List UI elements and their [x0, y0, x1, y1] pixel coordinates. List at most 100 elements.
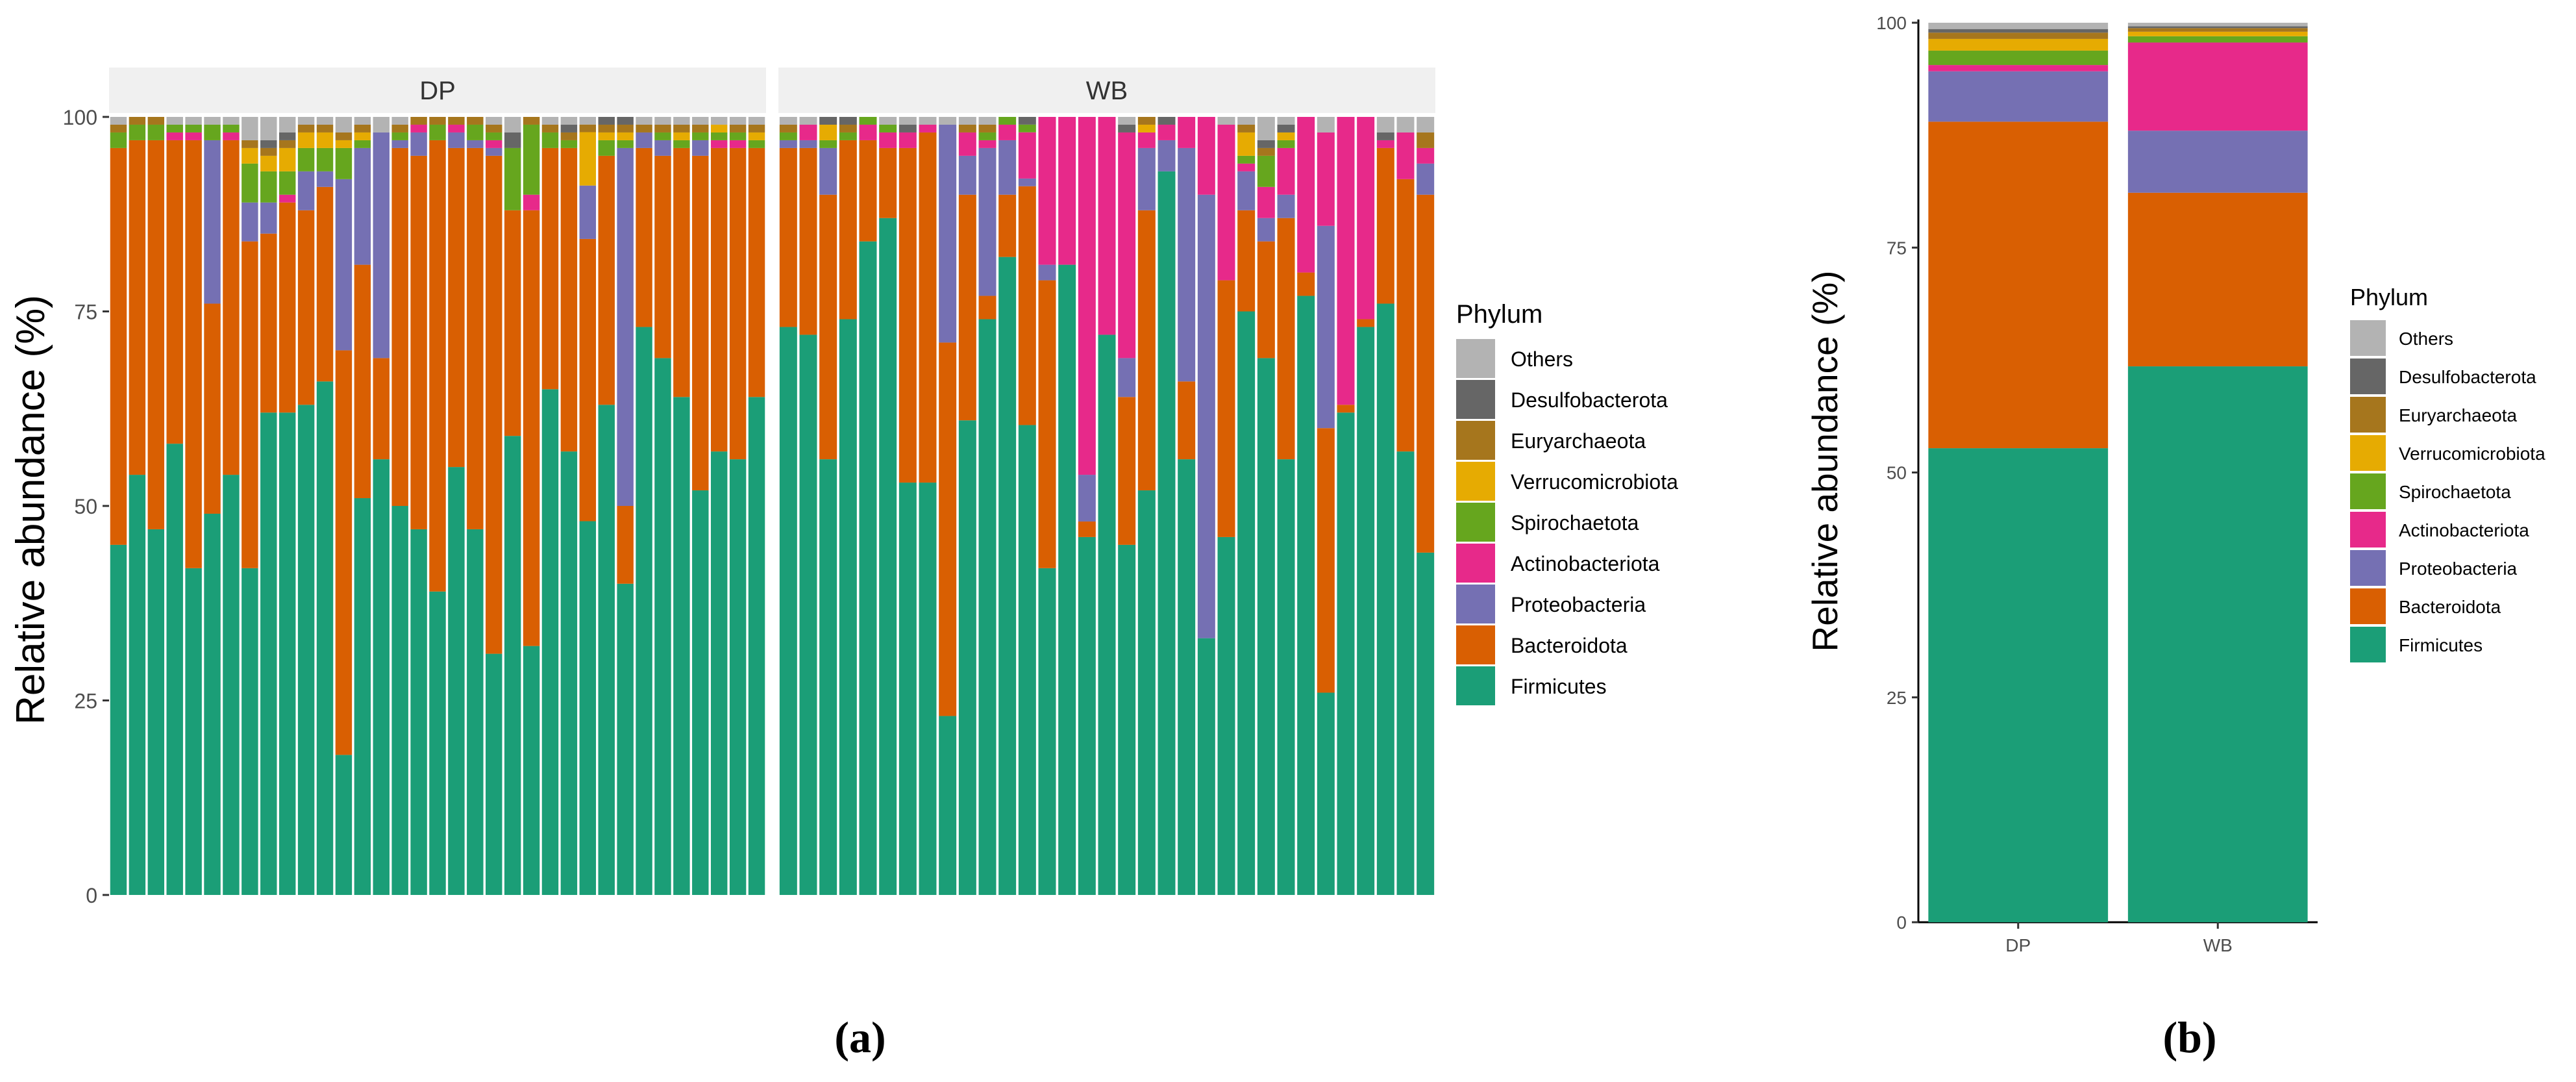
bar-segment-wb-11-actinobacteriota	[978, 140, 997, 148]
panel-a-ytick-label: 25	[74, 690, 97, 713]
bar-segment-dp-34-euryarchaeota	[729, 124, 747, 132]
bar-segment-wb-30-actinobacteriota	[1357, 117, 1375, 320]
bar-segment-wb-7-firmicutes	[898, 483, 917, 895]
bar-segment-wb-26-others	[1277, 117, 1295, 125]
bar-segment-wb-4-bacteroidota	[839, 140, 857, 320]
bar-segment-dp-12-proteobacteria	[316, 171, 334, 187]
bar-segment-wb-2-actinobacteriota	[799, 124, 817, 140]
bar-segment-wb-25-firmicutes	[1257, 358, 1275, 895]
bar-segment-dp-23-euryarchaeota	[523, 117, 540, 125]
bar-segment-dp-31-verrucomicrobiota	[673, 132, 690, 140]
bar-segment-wb-4-euryarchaeota	[839, 124, 857, 132]
bar-segment-dp-30-others	[654, 117, 671, 125]
bar-segment-dp-3-spirochaetota	[147, 124, 165, 140]
bar-segment-wb-24-spirochaetota	[1237, 155, 1256, 164]
bar-segment-dp-14-proteobacteria	[354, 147, 371, 265]
bar-segment-wb-29-actinobacteriota	[1337, 117, 1355, 405]
bar-segment-wb-bacteroidota	[2127, 192, 2308, 367]
bar-segment-dp-26-firmicutes	[579, 521, 597, 895]
bar-segment-wb-3-spirochaetota	[819, 140, 837, 148]
legend-key-spirochaetota	[2350, 473, 2386, 509]
bar-segment-wb-11-others	[978, 117, 997, 125]
bar-segment-dp-6-spirochaetota	[204, 124, 221, 140]
bar-segment-wb-20-actinobacteriota	[1158, 124, 1176, 140]
legend-label-proteobacteria: Proteobacteria	[2399, 559, 2518, 579]
bar-segment-dp-11-verrucomicrobiota	[297, 132, 315, 148]
bar-segment-dp-10-actinobacteriota	[279, 194, 296, 203]
bar-segment-wb-verrucomicrobiota	[2127, 31, 2308, 36]
bar-segment-dp-15-proteobacteria	[373, 132, 390, 359]
bar-segment-wb-27-bacteroidota	[1297, 272, 1315, 296]
bar-segment-dp-9-firmicutes	[260, 412, 277, 895]
facet-dp-bars	[110, 117, 765, 896]
bar-segment-dp-2-euryarchaeota	[129, 117, 146, 125]
bar-segment-wb-12-bacteroidota	[998, 194, 1017, 257]
bar-segment-wb-14-bacteroidota	[1038, 280, 1056, 568]
bar-segment-dp-4-actinobacteriota	[166, 132, 183, 140]
bar-segment-dp-14-others	[354, 117, 371, 125]
bar-segment-dp-3-bacteroidota	[147, 140, 165, 529]
legend-key-spirochaetota	[1456, 503, 1495, 542]
bar-segment-dp-35-others	[748, 117, 765, 125]
bar-segment-wb-24-bacteroidota	[1237, 210, 1256, 312]
bar-segment-dp-euryarchaeota	[1928, 32, 2109, 39]
panel-b-chart: Relative abundance (%) 0 25 50 75 100 DP WB P…	[1805, 13, 2545, 1062]
bar-segment-dp-27-verrucomicrobiota	[598, 132, 615, 140]
bar-segment-dp-27-euryarchaeota	[598, 124, 615, 132]
panel-a-caption: (a)	[834, 1013, 886, 1062]
bar-segment-wb-28-bacteroidota	[1317, 428, 1335, 693]
bar-segment-dp-bacteroidota	[1928, 121, 2109, 449]
bar-segment-dp-20-proteobacteria	[467, 140, 484, 148]
bar-segment-dp-34-bacteroidota	[729, 147, 747, 460]
bar-segment-dp-29-firmicutes	[636, 327, 652, 896]
bar-segment-dp-24-bacteroidota	[541, 147, 559, 390]
bar-segment-dp-8-proteobacteria	[242, 202, 258, 242]
bar-segment-wb-24-others	[1237, 117, 1256, 125]
bar-segment-dp-22-bacteroidota	[504, 210, 521, 436]
panel-b-ylabel: Relative abundance (%)	[1805, 270, 1845, 651]
bar-segment-dp-25-desulfobacterota	[560, 124, 578, 132]
panel-a-y-axis: 0 25 50 75 100	[63, 106, 109, 907]
bar-segment-wb-23-others	[1217, 117, 1235, 125]
bar-segment-wb-33-proteobacteria	[1417, 163, 1435, 195]
legend-key-bacteroidota	[2350, 588, 2386, 624]
facet-strip-wb	[778, 68, 1435, 113]
bar-segment-dp-30-spirochaetota	[654, 132, 671, 140]
panel-a-ytick-label: 50	[74, 495, 97, 518]
bar-segment-dp-19-actinobacteriota	[448, 124, 465, 132]
bar-segment-dp-8-firmicutes	[242, 568, 258, 895]
bar-segment-wb-1-proteobacteria	[779, 140, 797, 148]
bar-segment-wb-6-spirochaetota	[879, 124, 897, 132]
panel-b-ytick-label: 50	[1887, 463, 1907, 483]
panel-b-ytick-label: 100	[1876, 13, 1907, 33]
bar-segment-dp-31-others	[673, 117, 690, 125]
bar-segment-wb-18-desulfobacterota	[1118, 124, 1136, 132]
bar-segment-dp-14-euryarchaeota	[354, 124, 371, 132]
bar-segment-wb-26-verrucomicrobiota	[1277, 132, 1295, 140]
bar-segment-wb-18-others	[1118, 117, 1136, 125]
bar-segment-dp-7-spirochaetota	[223, 124, 240, 132]
facet-panel-dp: DP	[109, 68, 766, 896]
bar-segment-wb-15-actinobacteriota	[1058, 117, 1076, 265]
bar-segment-wb-19-verrucomicrobiota	[1137, 124, 1156, 132]
panel-b-ytick-label: 75	[1887, 238, 1907, 258]
bar-segment-wb-23-actinobacteriota	[1217, 124, 1235, 281]
bar-segment-wb-10-firmicutes	[958, 420, 976, 895]
bar-segment-dp-10-desulfobacterota	[279, 132, 296, 140]
legend-label-desulfobacterota: Desulfobacterota	[2399, 367, 2536, 387]
bar-segment-wb-3-verrucomicrobiota	[819, 124, 837, 140]
bar-segment-dp-30-firmicutes	[654, 358, 671, 895]
bar-segment-dp-18-firmicutes	[429, 591, 446, 895]
bar-segment-wb-12-proteobacteria	[998, 140, 1017, 195]
bar-segment-dp-26-proteobacteria	[579, 185, 597, 239]
bar-segment-dp-12-euryarchaeota	[316, 124, 334, 132]
bar-segment-dp-25-firmicutes	[560, 451, 578, 895]
bar-segment-wb-6-actinobacteriota	[879, 132, 897, 148]
bar-segment-wb-32-actinobacteriota	[1396, 132, 1415, 179]
bar-segment-dp-31-firmicutes	[673, 397, 690, 895]
bar-segment-dp-33-others	[710, 117, 728, 125]
bar-segment-wb-11-spirochaetota	[978, 132, 997, 140]
bar-segment-wb-13-actinobacteriota	[1018, 132, 1036, 179]
bar-segment-wb-3-proteobacteria	[819, 147, 837, 195]
